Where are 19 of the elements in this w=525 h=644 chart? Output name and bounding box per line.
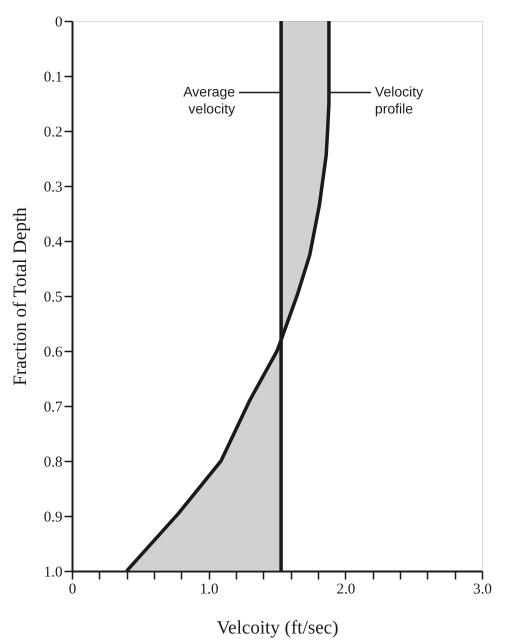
- y-tick-label: 0.5: [44, 290, 62, 306]
- y-tick-label: 0.2: [44, 124, 62, 140]
- x-axis-title: Velcoity (ft/sec): [216, 618, 338, 638]
- x-tick-label: 1.0: [200, 582, 219, 598]
- y-tick-label: 0.4: [44, 234, 63, 250]
- x-tick-label: 0: [68, 582, 76, 598]
- x-tick-label: 2.0: [336, 582, 356, 598]
- annotation: Average velocity: [183, 84, 236, 116]
- y-tick-label: 0.8: [44, 454, 62, 470]
- y-tick-label: 0.7: [44, 400, 63, 416]
- y-tick-label: 0: [55, 14, 62, 30]
- y-tick-label: 0.9: [44, 510, 62, 526]
- annotation: Velocity profile: [374, 84, 424, 116]
- y-tick-label: 0.1: [44, 70, 62, 86]
- y-tick-label: 0.3: [44, 180, 62, 196]
- x-tick-label: 3.0: [473, 582, 492, 598]
- y-axis-title: Fraction of Total Depth: [10, 206, 31, 386]
- y-tick-label: 1.0: [44, 564, 62, 580]
- y-tick-label: 0.6: [44, 344, 63, 360]
